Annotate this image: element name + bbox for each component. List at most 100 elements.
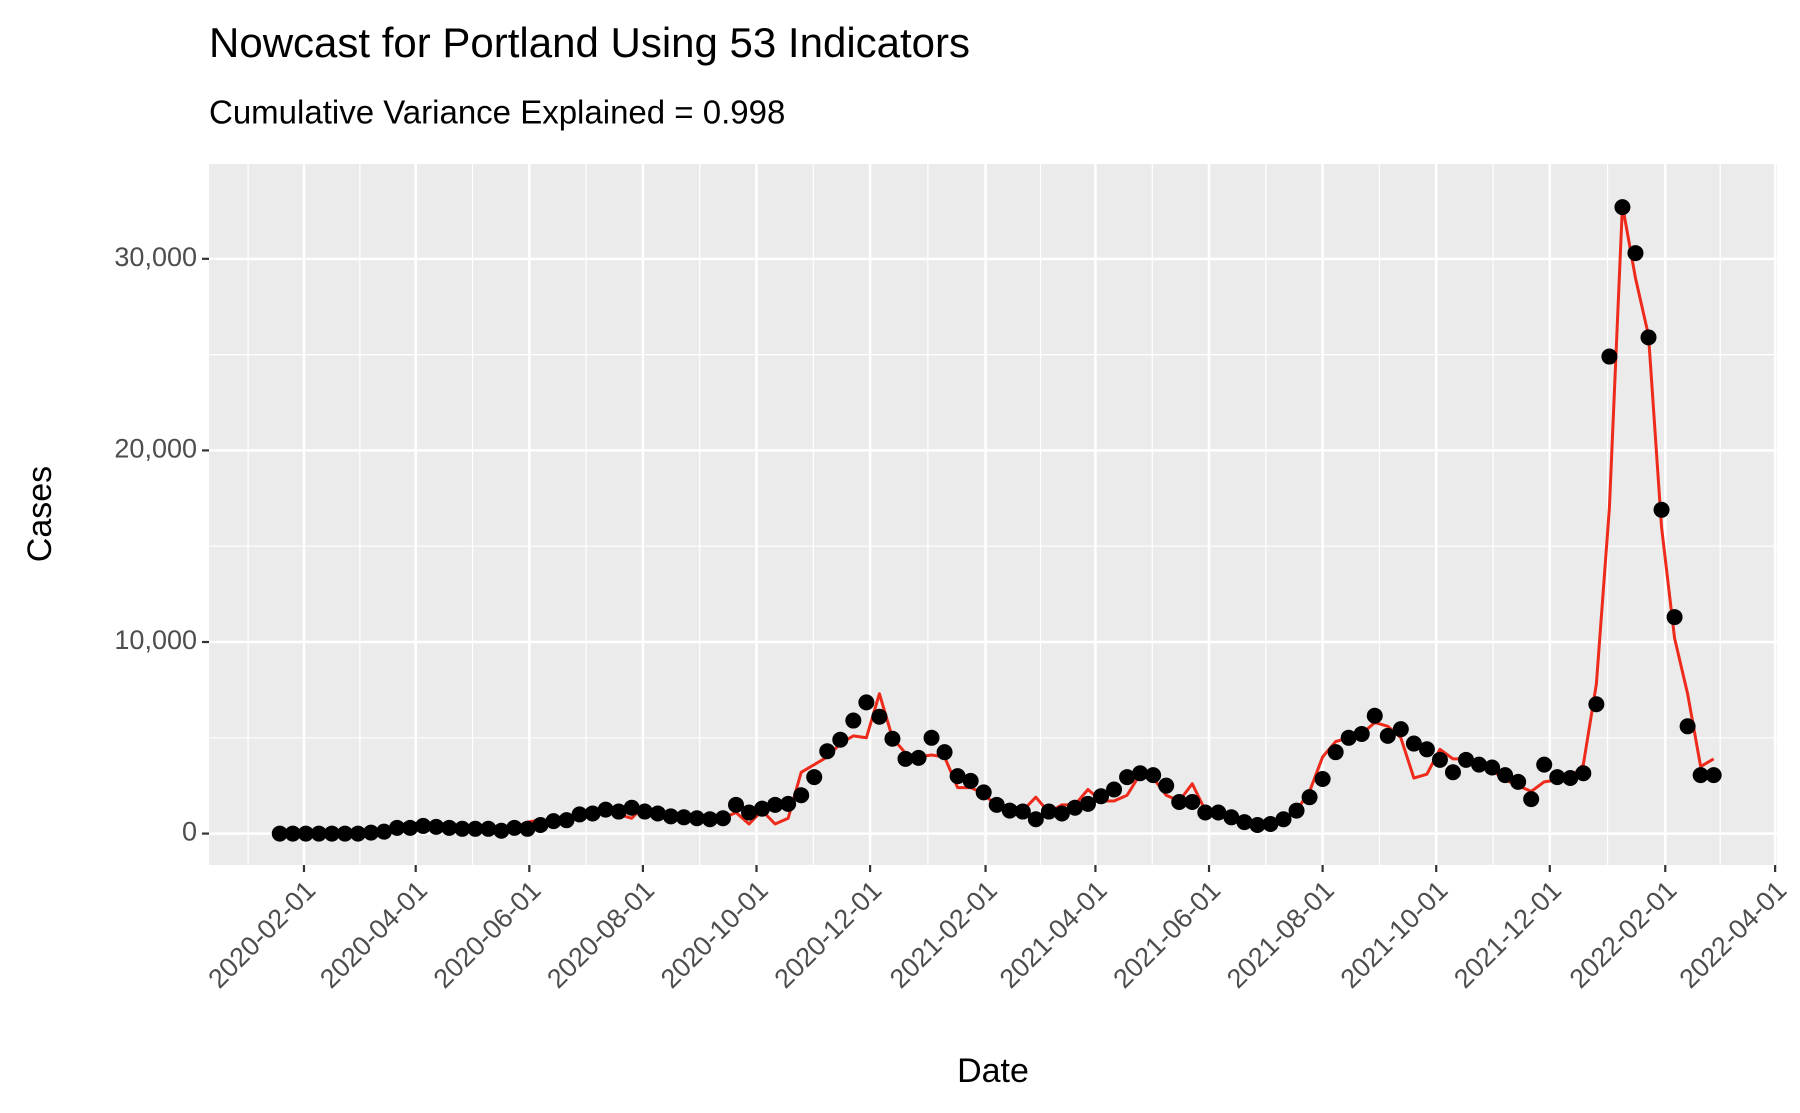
data-point <box>1484 759 1501 776</box>
data-point <box>1001 802 1018 819</box>
data-point <box>1705 767 1722 784</box>
data-point <box>441 819 458 836</box>
data-point <box>780 795 797 812</box>
chart-title: Nowcast for Portland Using 53 Indicators <box>209 19 970 66</box>
data-point <box>336 825 353 842</box>
data-point <box>363 824 380 841</box>
data-point <box>1614 199 1631 216</box>
data-point <box>1431 751 1448 768</box>
data-point <box>428 818 445 835</box>
data-point <box>962 772 979 789</box>
data-point <box>323 825 340 842</box>
data-point <box>271 825 288 842</box>
data-point <box>493 822 510 839</box>
data-point <box>349 825 366 842</box>
data-point <box>558 812 575 829</box>
data-point <box>1288 802 1305 819</box>
data-point <box>1444 764 1461 781</box>
data-point <box>1132 765 1149 782</box>
data-point <box>571 806 588 823</box>
data-point <box>649 805 666 822</box>
data-point <box>1171 793 1188 810</box>
plot-area <box>209 164 1777 930</box>
data-point <box>1197 804 1214 821</box>
y-axis-title: Cases <box>21 466 59 562</box>
x-tick-label: 2020-04-01 <box>314 875 433 994</box>
data-point <box>1458 751 1475 768</box>
y-tick-label: 30,000 <box>114 242 197 272</box>
data-point <box>701 811 718 828</box>
data-point <box>988 796 1005 813</box>
data-point <box>480 820 497 837</box>
data-point <box>519 820 536 837</box>
data-point <box>688 810 705 827</box>
data-point <box>1510 773 1527 790</box>
y-tick-label: 0 <box>182 817 197 847</box>
data-point <box>310 825 327 842</box>
data-point <box>1236 814 1253 831</box>
data-point <box>636 803 653 820</box>
data-point <box>1314 770 1331 787</box>
data-point <box>1262 816 1279 833</box>
x-tick-label: 2022-04-01 <box>1674 875 1793 994</box>
data-point <box>467 820 484 837</box>
data-point <box>1653 501 1670 518</box>
data-point <box>1014 803 1031 820</box>
data-point <box>936 744 953 761</box>
x-tick-label: 2021-06-01 <box>1107 875 1226 994</box>
data-point <box>858 694 875 711</box>
data-point <box>545 813 562 830</box>
data-point <box>1040 803 1057 820</box>
data-point <box>1223 809 1240 826</box>
data-point <box>1184 793 1201 810</box>
data-point <box>714 810 731 827</box>
data-point <box>1119 769 1136 786</box>
data-point <box>297 825 314 842</box>
data-point <box>1053 805 1070 822</box>
data-point <box>675 809 692 826</box>
x-tick-label: 2021-02-01 <box>884 875 1003 994</box>
x-tick-label: 2020-12-01 <box>768 875 887 994</box>
x-tick-label: 2021-10-01 <box>1335 875 1454 994</box>
data-point <box>832 731 849 748</box>
data-point <box>1523 791 1540 808</box>
data-point <box>1666 609 1683 626</box>
data-point <box>623 799 640 816</box>
data-point <box>1145 767 1162 784</box>
x-tick-label: 2022-02-01 <box>1564 875 1683 994</box>
data-point <box>1692 767 1709 784</box>
data-point <box>506 819 523 836</box>
data-point <box>741 804 758 821</box>
data-point <box>376 823 393 840</box>
data-point <box>845 712 862 729</box>
data-point <box>1471 756 1488 773</box>
x-tick-label: 2021-08-01 <box>1221 875 1340 994</box>
data-point <box>1327 744 1344 761</box>
data-point <box>1249 816 1266 833</box>
data-point <box>284 825 301 842</box>
x-tick-label: 2020-10-01 <box>655 875 774 994</box>
y-tick-label: 10,000 <box>114 625 197 655</box>
data-point <box>389 819 406 836</box>
data-point <box>1575 765 1592 782</box>
data-point <box>949 768 966 785</box>
panel-background <box>209 164 1777 865</box>
data-point <box>806 769 823 786</box>
x-axis-title: Date <box>957 1052 1029 1090</box>
data-point <box>1106 781 1123 798</box>
data-point <box>1679 718 1696 735</box>
x-tick-label: 2020-08-01 <box>541 875 660 994</box>
data-point <box>1497 767 1514 784</box>
data-point <box>1627 245 1644 262</box>
data-point <box>1601 348 1618 365</box>
data-point <box>1340 729 1357 746</box>
data-point <box>767 796 784 813</box>
data-point <box>975 784 992 801</box>
data-point <box>454 820 471 837</box>
data-point <box>662 808 679 825</box>
data-point <box>1640 329 1657 346</box>
data-point <box>532 816 549 833</box>
data-point <box>1066 799 1083 816</box>
data-point <box>871 708 888 725</box>
